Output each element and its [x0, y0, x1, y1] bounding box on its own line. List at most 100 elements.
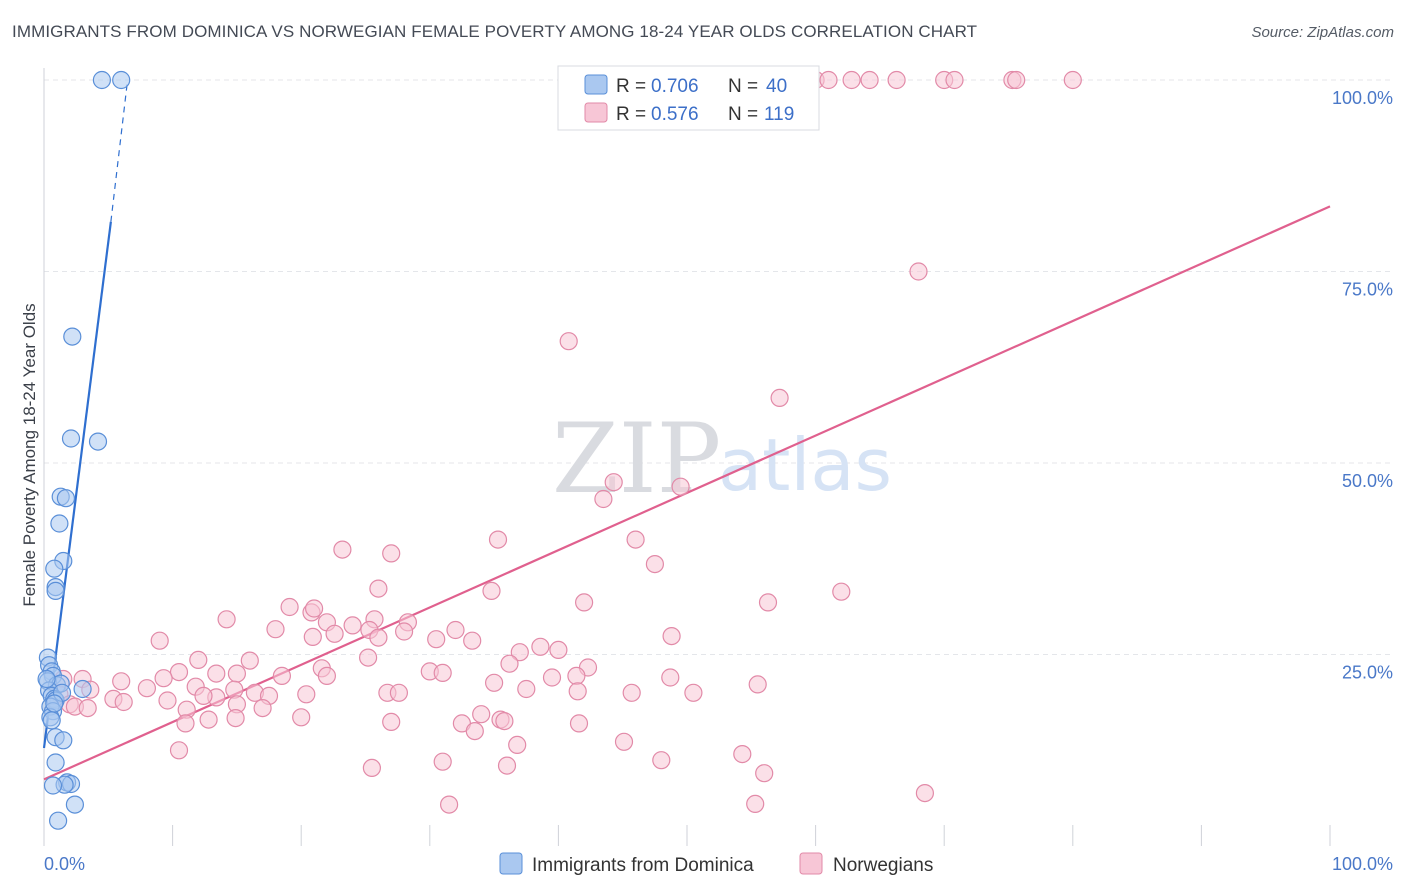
bottom-legend-swatch-blue: [499, 852, 523, 875]
point-dominica-9: [45, 559, 64, 578]
point-norwegians-102: [382, 712, 401, 732]
point-norwegians-85: [517, 679, 536, 699]
point-norwegians-15: [559, 332, 578, 351]
point-norwegians-16: [770, 388, 789, 407]
tick-label-layer: 25.0% 50.0% 75.0% 100.0% 0.0% 100.0%: [44, 88, 1393, 874]
point-dominica-35: [65, 795, 85, 814]
point-norwegians-17: [604, 473, 623, 492]
point-norwegians-44: [343, 616, 362, 635]
point-norwegians-12: [1007, 70, 1026, 90]
point-dominica-2: [63, 327, 82, 346]
point-norwegians-47: [463, 631, 482, 650]
point-norwegians-48: [531, 637, 550, 656]
point-norwegians-86: [622, 683, 641, 702]
point-dominica-3: [61, 429, 81, 448]
point-norwegians-108: [465, 721, 484, 741]
point-norwegians-114: [652, 751, 671, 770]
point-norwegians-75: [137, 679, 156, 698]
bottom-legend: Immigrants from Dominica Norwegians: [499, 852, 933, 876]
point-norwegians-115: [433, 752, 452, 771]
watermark-atlas: atlas: [718, 423, 892, 507]
chart-title: IMMIGRANTS FROM DOMINICA VS NORWEGIAN FE…: [12, 22, 978, 41]
point-norwegians-50: [510, 643, 529, 662]
point-norwegians-58: [500, 654, 519, 673]
y-tick-label-1: 50.0%: [1342, 471, 1393, 491]
grid-layer: [44, 79, 1393, 655]
point-norwegians-7: [860, 70, 879, 90]
point-norwegians-118: [755, 764, 774, 783]
point-norwegians-109: [176, 714, 195, 733]
legend-n-value-2: 119: [764, 104, 794, 125]
x-tick-label-0: 0.0%: [44, 854, 85, 874]
bottom-legend-label-dominica: Immigrants from Dominica: [532, 855, 754, 876]
y-tick-label-2: 75.0%: [1342, 280, 1393, 300]
point-dominica-39: [45, 694, 64, 713]
point-norwegians-105: [495, 711, 514, 731]
point-norwegians-112: [733, 744, 752, 764]
point-norwegians-29: [574, 593, 594, 612]
point-norwegians-120: [440, 795, 459, 814]
x-tick-label-1: 100.0%: [1332, 854, 1393, 874]
bottom-legend-label-norwegians: Norwegians: [833, 855, 933, 876]
point-norwegians-13: [1063, 70, 1082, 90]
point-norwegians-32: [305, 599, 324, 618]
point-dominica-27: [42, 711, 61, 730]
point-norwegians-93: [78, 698, 97, 718]
point-norwegians-36: [266, 620, 285, 639]
point-dominica-29: [54, 731, 73, 750]
points-layer: [37, 70, 1082, 830]
watermark-zip: ZIP: [552, 403, 721, 515]
point-dominica-6: [56, 489, 76, 508]
point-norwegians-68: [661, 668, 680, 687]
point-dominica-0: [112, 70, 131, 90]
point-norwegians-39: [395, 622, 414, 641]
point-norwegians-99: [199, 710, 218, 729]
point-norwegians-51: [359, 648, 378, 667]
legend-r-value-1: 0.706: [651, 76, 699, 97]
point-norwegians-66: [485, 673, 504, 692]
point-norwegians-100: [226, 708, 245, 728]
point-norwegians-119: [915, 783, 935, 803]
point-norwegians-26: [482, 581, 501, 601]
point-norwegians-117: [362, 758, 381, 778]
y-tick-label-3: 100.0%: [1332, 88, 1393, 108]
bottom-legend-swatch-pink: [799, 852, 823, 875]
point-dominica-7: [50, 514, 69, 533]
point-norwegians-97: [253, 698, 272, 718]
point-norwegians-18: [671, 477, 690, 496]
point-norwegians-57: [433, 663, 452, 683]
point-norwegians-8: [887, 70, 906, 90]
point-dominica-30: [46, 753, 65, 772]
point-norwegians-54: [189, 650, 208, 670]
point-norwegians-111: [614, 732, 634, 751]
point-norwegians-101: [292, 708, 311, 727]
point-dominica-11: [46, 581, 65, 601]
point-dominica-1: [92, 70, 112, 90]
point-norwegians-25: [369, 579, 388, 598]
point-norwegians-28: [280, 597, 299, 617]
watermark: ZIP atlas: [552, 403, 892, 515]
point-norwegians-22: [333, 540, 352, 559]
legend-r-label-2: R =: [616, 104, 646, 125]
point-dominica-4: [88, 432, 108, 451]
trend-line-dominica-extension: [110, 79, 129, 222]
point-norwegians-94: [114, 692, 133, 712]
point-dominica-36: [48, 811, 68, 830]
point-norwegians-95: [158, 691, 177, 710]
point-norwegians-61: [272, 666, 291, 686]
top-legend: R = 0.706 N = 40 R = 0.576 N = 119: [557, 65, 820, 131]
point-norwegians-79: [297, 685, 316, 704]
y-tick-label-0: 25.0%: [1342, 663, 1393, 683]
point-norwegians-14: [909, 262, 928, 281]
point-norwegians-65: [542, 668, 562, 687]
point-norwegians-6: [842, 70, 861, 90]
point-norwegians-45: [662, 626, 681, 646]
point-norwegians-55: [169, 662, 189, 682]
legend-n-value-1: 40: [766, 76, 787, 97]
point-norwegians-20: [488, 530, 508, 549]
point-norwegians-63: [207, 664, 226, 683]
point-norwegians-121: [746, 794, 765, 814]
point-norwegians-37: [217, 610, 236, 629]
point-norwegians-24: [645, 554, 665, 574]
